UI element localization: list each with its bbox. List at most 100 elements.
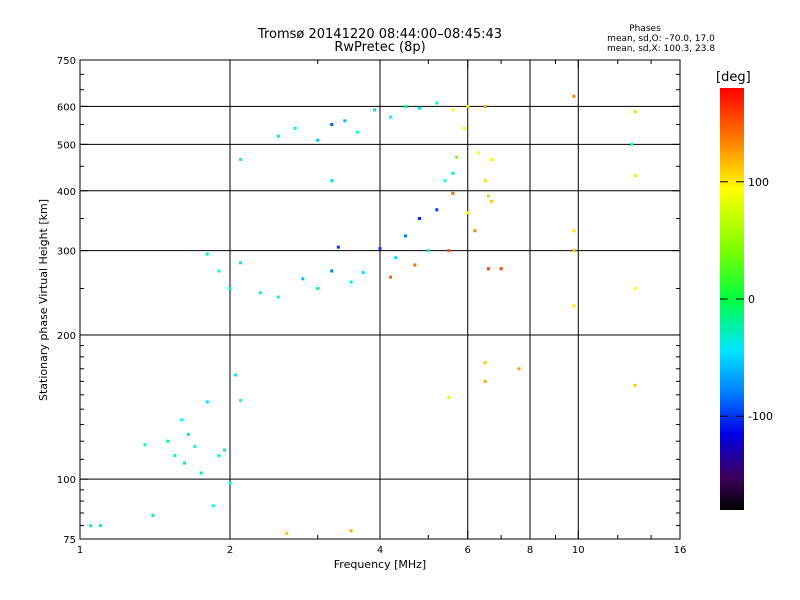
data-point [435,208,439,212]
y-tick-label: 75 [63,535,76,546]
data-point [373,108,377,112]
data-point [217,454,221,458]
data-point [276,295,280,299]
x-tick-label: 6 [465,545,471,556]
data-point [89,524,93,528]
colorbar-tick-label: -100 [748,410,773,423]
x-tick-label: 10 [572,545,585,556]
data-point [403,104,407,108]
y-axis-label: Stationary phase Virtual Height [km] [37,199,50,401]
x-tick-label: 16 [674,545,687,556]
y-tick-label: 300 [57,247,76,258]
data-point [443,179,447,183]
x-tick-label: 1 [77,545,83,556]
data-point [330,179,334,183]
data-point [316,287,320,291]
x-tick-label: 2 [227,545,233,556]
data-point [451,108,455,112]
data-point [455,155,459,159]
data-point [182,461,186,465]
data-point [413,263,417,267]
data-point [151,513,155,517]
colorbar-tick-label: 0 [748,293,755,306]
data-point [301,277,305,281]
data-point [223,448,227,452]
data-point [426,249,430,253]
data-point [205,252,209,256]
data-point [205,400,209,404]
data-point [349,529,353,533]
x-tick-label: 8 [527,545,533,556]
data-point [389,275,393,279]
data-points [89,94,637,536]
data-point [285,532,289,536]
data-point [476,151,480,155]
data-point [258,291,262,295]
phases-heading: Phases [629,24,661,34]
data-point [483,379,487,383]
data-point [486,194,490,198]
data-point [166,439,170,443]
data-point [330,269,334,273]
data-point [451,191,455,195]
data-point [572,249,576,253]
data-point [239,261,243,265]
y-tick-label: 400 [57,187,76,198]
data-point [316,138,320,142]
data-point [633,110,637,114]
x-axis-label: Frequency [MHz] [334,558,426,571]
data-point [233,373,237,377]
data-point [572,229,576,233]
x-tick-label: 4 [377,545,383,556]
data-point [378,247,382,251]
data-point [355,130,359,134]
data-point [490,199,494,203]
chart-title: Tromsø 20141220 08:44:00–08:45:43 [257,27,503,42]
data-point [435,101,439,105]
y-tick-label: 750 [57,56,76,67]
data-point [336,245,340,249]
data-point [228,287,232,291]
colorbar-tick-label: 100 [748,176,769,189]
data-point [572,94,576,98]
y-tick-label: 500 [57,140,76,151]
data-point [228,481,232,485]
data-point [466,104,470,108]
data-point [394,256,398,260]
data-point [239,398,243,402]
data-point [483,179,487,183]
data-point [451,171,455,175]
data-point [143,443,147,447]
data-point [293,126,297,130]
data-point [466,211,470,215]
colorbar-ticks: 100 0 -100 [720,176,773,423]
data-point [462,126,466,130]
data-point [217,269,221,273]
y-tick-label: 100 [57,475,76,486]
data-point [447,396,451,400]
data-point [486,267,490,271]
data-point [193,444,197,448]
data-point [417,217,421,221]
data-point [186,432,190,436]
data-point [633,287,637,291]
axis-ticks: 1 2 4 6 8 10 16 75 100 200 300 400 500 600 750 [57,56,686,556]
data-point [239,157,243,161]
data-point [483,104,487,108]
data-point [473,229,477,233]
data-point [180,418,184,422]
data-point [490,157,494,161]
data-point [517,367,521,371]
data-point [276,134,280,138]
data-point [630,142,634,146]
data-point [211,504,215,508]
data-point [389,115,393,119]
data-point [633,174,637,178]
data-point [417,106,421,110]
data-point [173,454,177,458]
data-point [403,234,407,238]
data-point [483,361,487,365]
phase-stats-x: mean, sd,X: 100.3, 23.8 [606,44,716,54]
phase-stats-o: mean, sd,O: –70.0, 17.0 [607,34,715,44]
